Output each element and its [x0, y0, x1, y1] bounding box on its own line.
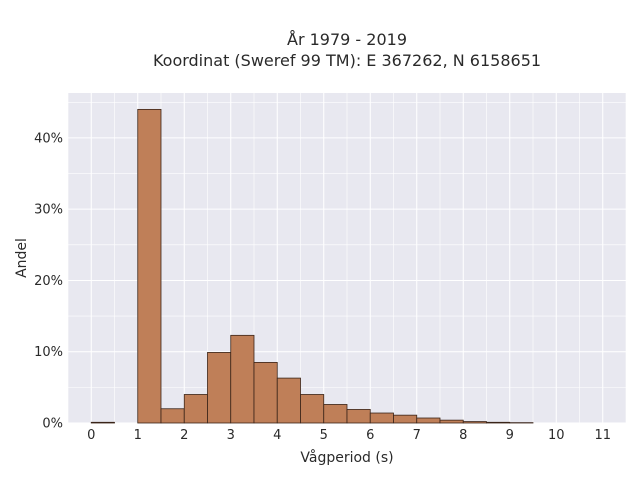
x-tick-label: 7: [413, 428, 421, 443]
x-tick-label: 3: [227, 428, 235, 443]
x-tick-label: 0: [87, 428, 95, 443]
histogram-bar: [183, 394, 208, 424]
x-tick-label: 11: [594, 428, 611, 443]
y-tick-label: 30%: [34, 203, 63, 218]
histogram-bar: [207, 352, 232, 424]
histogram-bar: [253, 362, 278, 424]
x-tick-label: 1: [134, 428, 142, 443]
x-tick-labels: 0 1 2 3 4 5 6 7 8 9 10 11: [87, 428, 611, 443]
x-tick-label: 4: [273, 428, 281, 443]
chart-title-line-2: Koordinat (Sweref 99 TM): E 367262, N 61…: [153, 51, 541, 70]
histogram-bar: [276, 377, 301, 424]
histogram-bar: [393, 414, 418, 424]
histogram-bar: [300, 394, 325, 424]
x-tick-label: 2: [180, 428, 188, 443]
x-tick-label: 10: [548, 428, 565, 443]
y-axis-label: Andel: [14, 238, 30, 278]
histogram-bar: [90, 421, 115, 424]
x-tick-label: 6: [366, 428, 374, 443]
histogram-bar: [230, 334, 255, 424]
histogram-bar: [416, 417, 441, 424]
histogram-bar: [439, 419, 464, 424]
histogram-bar: [323, 404, 348, 424]
histogram-bar: [486, 421, 511, 424]
x-tick-label: 8: [459, 428, 467, 443]
y-tick-label: 20%: [34, 274, 63, 289]
histogram-bar: [137, 108, 162, 424]
y-tick-label: 10%: [34, 345, 63, 360]
y-tick-label: 40%: [34, 131, 63, 146]
histogram-bar: [369, 412, 394, 424]
histogram-bar: [160, 408, 185, 424]
histogram-bar: [462, 421, 487, 424]
x-tick-label: 9: [506, 428, 514, 443]
bars-layer: [90, 108, 534, 424]
y-tick-labels: 0% 10% 20% 30% 40%: [34, 131, 63, 431]
chart-title-line-1: År 1979 - 2019: [287, 30, 407, 49]
histogram-bar: [346, 409, 371, 424]
x-tick-label: 5: [320, 428, 328, 443]
x-axis-label: Vågperiod (s): [300, 449, 393, 466]
y-tick-label: 0%: [42, 417, 63, 432]
